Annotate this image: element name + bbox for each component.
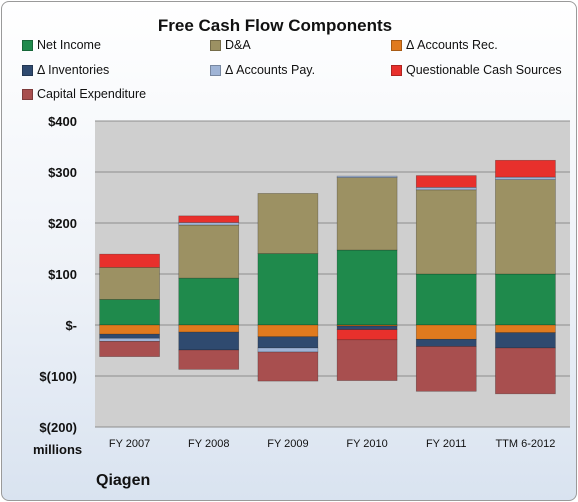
bar-segment: [495, 176, 556, 180]
legend-item-net-income: Net Income: [22, 38, 101, 52]
legend-swatch-da: [210, 39, 221, 51]
bar-segment: [178, 277, 240, 326]
bar-segment: [257, 351, 319, 382]
chart-title: Free Cash Flow Components: [157, 16, 393, 35]
legend-label-accounts-rec: Δ Accounts Rec.: [406, 38, 498, 52]
legend-item-accounts-rec: Δ Accounts Rec.: [391, 38, 498, 52]
bar-segment: [178, 324, 240, 333]
y-tick-label: $100: [48, 267, 77, 282]
bar-segment: [336, 175, 398, 178]
x-tick-label: FY 2010: [346, 438, 387, 450]
legend-item-inventories: Δ Inventories: [22, 63, 109, 77]
bar-segment: [415, 187, 477, 191]
bar-segment: [178, 349, 240, 370]
bar-segment: [495, 332, 556, 349]
legend-label-net-income: Net Income: [37, 38, 101, 52]
bar-segment: [178, 215, 240, 223]
legend-swatch-accounts-rec: [391, 39, 402, 51]
legend-item-da: D&A: [210, 38, 251, 52]
bar-segment: [495, 324, 556, 333]
bar-segment: [415, 175, 477, 188]
bar-segment: [415, 338, 477, 347]
bar-segment: [336, 325, 398, 330]
legend-swatch-accounts-pay: [210, 64, 221, 76]
bar-segment: [99, 253, 160, 268]
units-label: millions: [33, 442, 83, 457]
legend-item-accounts-pay: Δ Accounts Pay.: [210, 63, 315, 77]
bar-segment: [415, 346, 477, 392]
legend-item-capex: Capital Expenditure: [22, 87, 146, 101]
legend-swatch-capex: [22, 88, 33, 100]
bar-segment: [336, 177, 398, 251]
bar-segment: [257, 347, 319, 353]
company-label: Qiagen: [96, 472, 151, 489]
y-tick-label: $200: [48, 216, 77, 231]
x-tick-label: FY 2008: [188, 438, 229, 450]
legend-label-da: D&A: [225, 38, 251, 52]
bar-segment: [257, 253, 319, 326]
y-tick-label: $-: [65, 318, 77, 333]
legend-label-accounts-pay: Δ Accounts Pay.: [225, 63, 316, 77]
bar-segment: [257, 324, 319, 338]
y-tick-label: $300: [48, 165, 77, 180]
bar-segment: [415, 324, 477, 340]
bar-segment: [178, 224, 240, 279]
bar-segment: [415, 273, 477, 326]
bar-segment: [495, 347, 556, 395]
bar-segment: [415, 189, 477, 275]
y-tick-label: $400: [48, 114, 77, 129]
bar-segment: [495, 179, 556, 275]
bar-segment: [99, 341, 160, 357]
bar-segment: [495, 159, 556, 178]
bar-segment: [99, 267, 160, 300]
legend-label-questionable-cash: Questionable Cash Sources: [406, 63, 562, 77]
chart-legend: Net Income D&A Δ Accounts Rec. Δ Invento…: [0, 0, 578, 110]
legend-swatch-net-income: [22, 39, 33, 51]
bar-segment: [99, 299, 160, 326]
legend-label-capex: Capital Expenditure: [37, 87, 147, 101]
bar-segment: [336, 339, 398, 381]
bar-segment: [178, 222, 240, 226]
y-tick-label: $(200): [39, 420, 77, 435]
x-tick-label: FY 2009: [267, 438, 308, 450]
x-tick-label: FY 2011: [426, 438, 467, 450]
bar-segment: [99, 337, 160, 342]
x-tick-label: TTM 6-2012: [495, 438, 555, 450]
bar-segment: [99, 333, 160, 339]
legend-swatch-questionable-cash: [391, 64, 402, 76]
bar-segment: [99, 324, 160, 335]
legend-swatch-inventories: [22, 64, 33, 76]
bar-segment: [178, 331, 240, 351]
y-tick-label: $(100): [39, 369, 77, 384]
bar-segment: [257, 193, 319, 254]
bar-segment: [336, 329, 398, 341]
bar-segment: [257, 336, 319, 349]
legend-item-questionable-cash: Questionable Cash Sources: [391, 63, 562, 77]
legend-label-inventories: Δ Inventories: [37, 63, 110, 77]
bar-segment: [495, 273, 556, 326]
x-tick-label: FY 2007: [109, 438, 150, 450]
bar-segment: [336, 249, 398, 326]
